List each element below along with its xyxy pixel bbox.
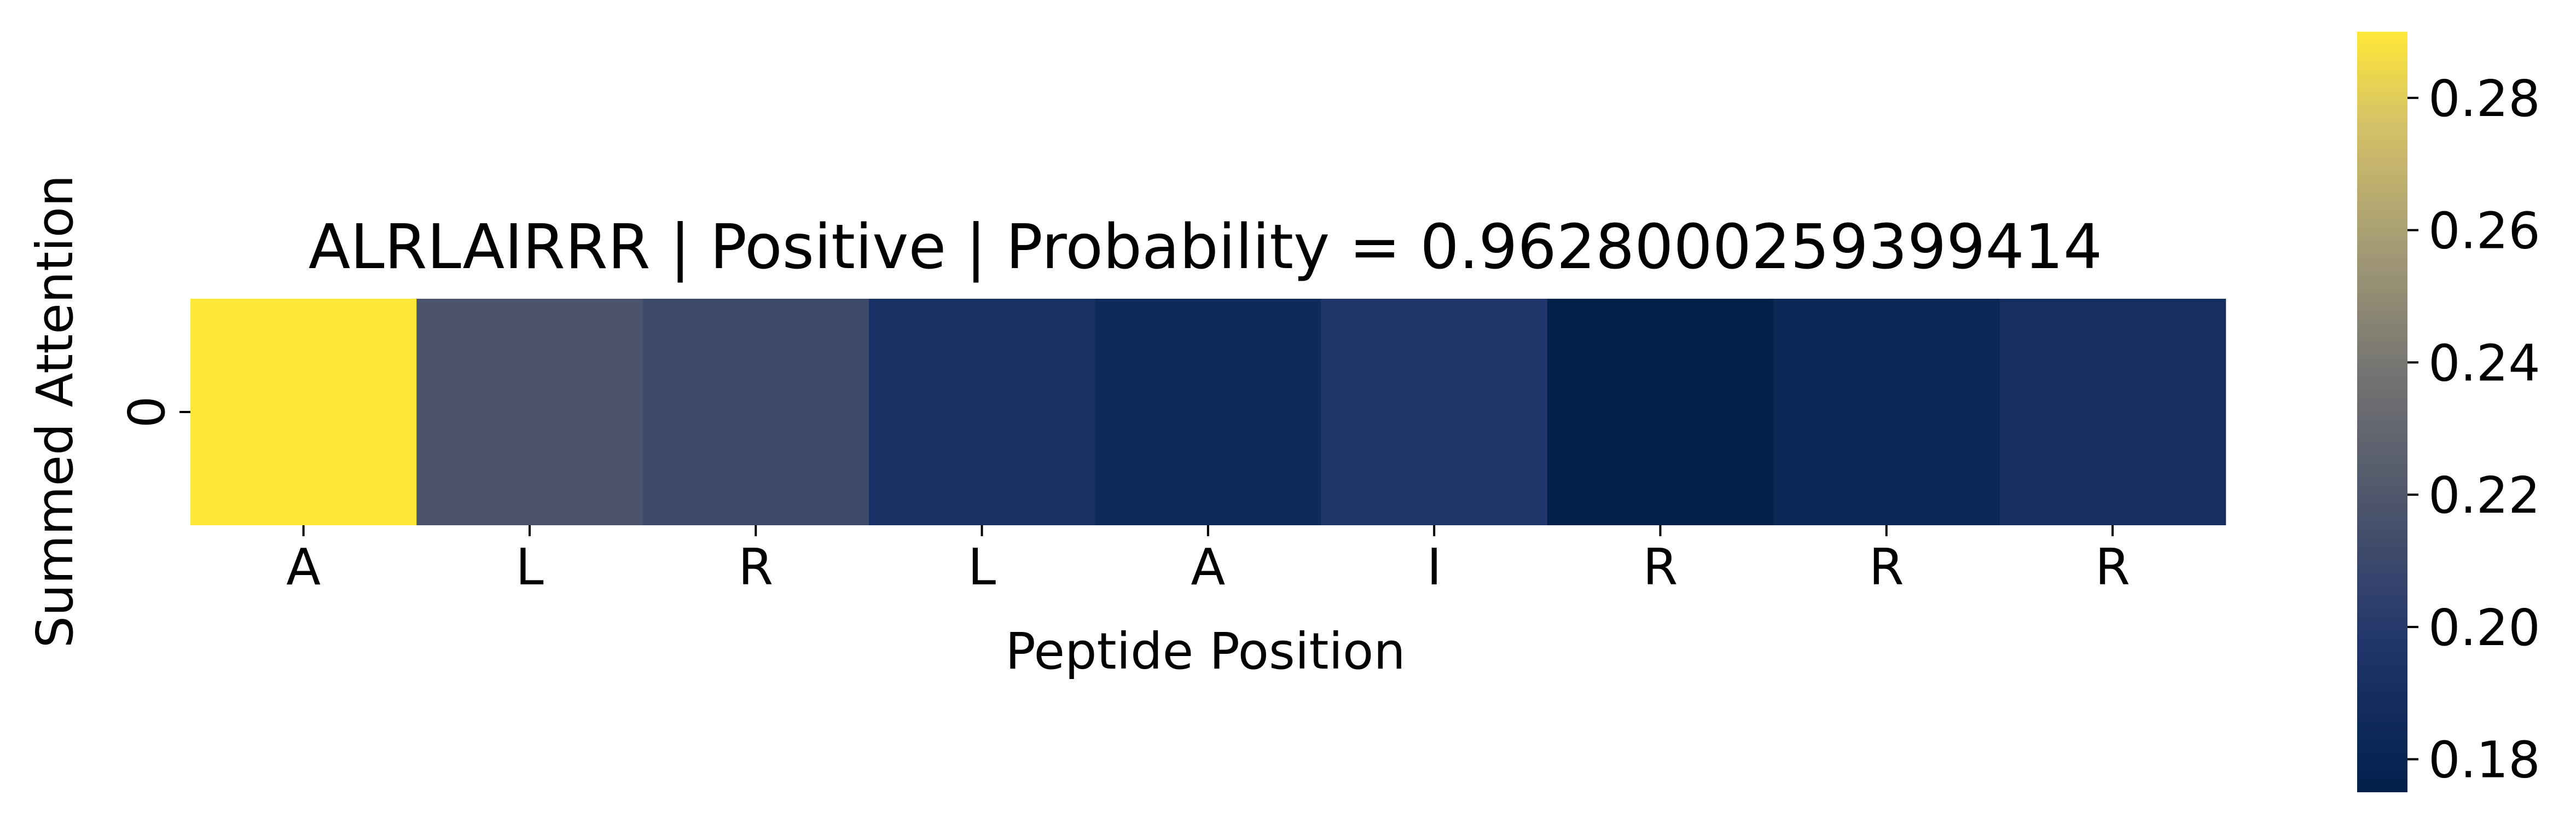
heatmap-cell [1773,299,2000,525]
x-tick-label: A [1191,538,1225,596]
colorbar-tick-label: 0.24 [2428,334,2540,392]
x-tick-label: I [1427,538,1442,596]
heatmap-cells [190,299,2226,525]
x-tick-label: R [1869,538,1904,596]
x-tick-label: A [286,538,321,596]
heatmap-cell [416,299,643,525]
colorbar-ticks: 0.18 0.20 0.22 0.24 0.26 0.28 [2407,69,2540,790]
colorbar-tick-label: 0.20 [2428,599,2540,657]
chart-title: ALRLAIRRR | Positive | Probability = 0.9… [309,212,2103,283]
colorbar-tick-label: 0.18 [2428,731,2540,790]
heatmap-cell [190,299,417,525]
x-axis-label: Peptide Position [1005,622,1405,681]
x-tick-label: R [1643,538,1678,596]
y-axis-label: Summed Attention [26,175,84,648]
x-tick-label: R [2095,538,2130,596]
x-tick-label: L [515,538,543,596]
heatmap-cell [642,299,869,525]
colorbar-tick-label: 0.26 [2428,202,2540,260]
colorbar-tick-label: 0.22 [2428,466,2540,525]
y-tick-label: 0 [118,396,176,428]
colorbar-tick-label: 0.28 [2428,69,2540,128]
x-tick-label: L [968,538,996,596]
heatmap-cell [1321,299,1548,525]
heatmap-cell [1095,299,1322,525]
x-tick-label: R [738,538,773,596]
heatmap-cell [1999,299,2226,525]
colorbar [2357,32,2407,792]
heatmap-cell [1547,299,1774,525]
heatmap-cell [868,299,1095,525]
y-axis-ticks: 0 [118,396,190,428]
